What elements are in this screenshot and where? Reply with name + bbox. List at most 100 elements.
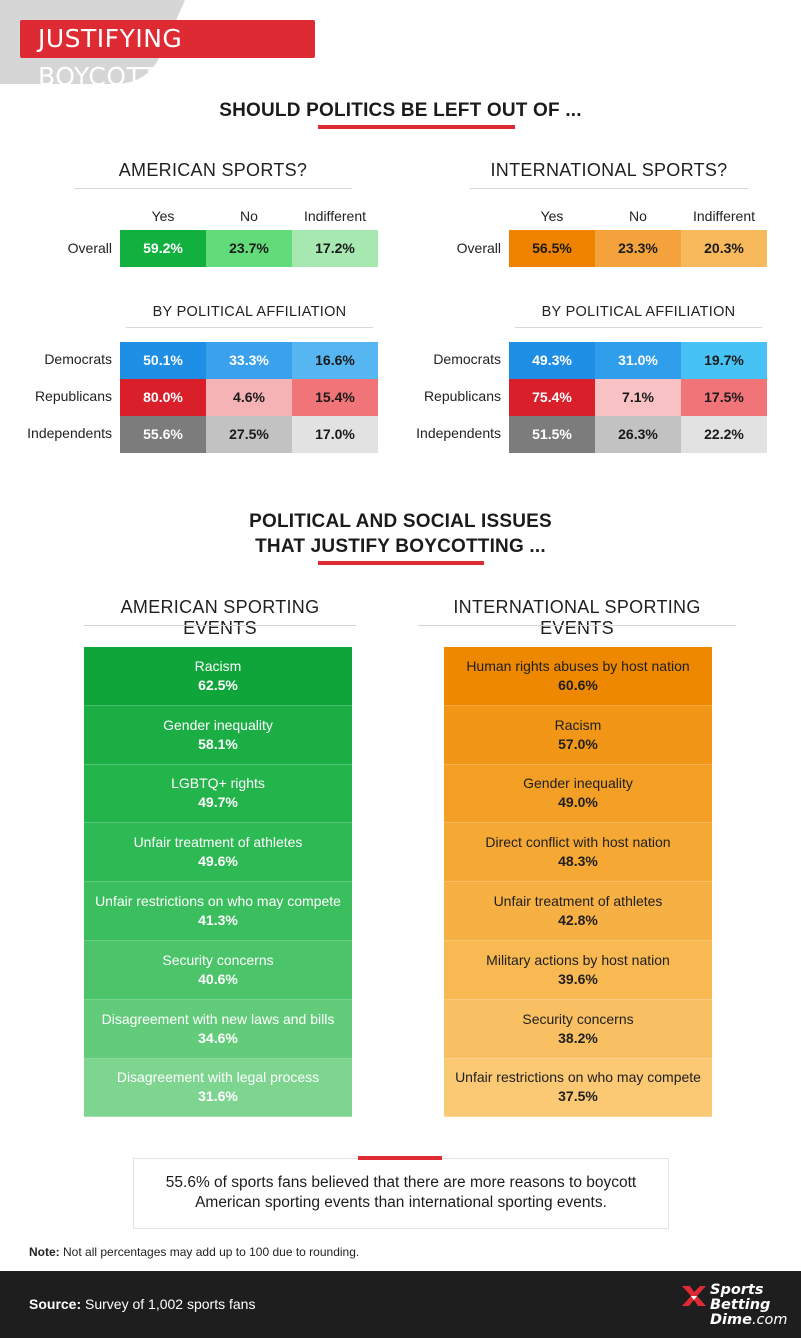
intl-rep-no: 7.1% bbox=[595, 379, 681, 416]
list-item: Direct conflict with host nation 48.3% bbox=[444, 823, 712, 883]
issue-percent: 40.6% bbox=[198, 970, 238, 987]
am-overall-no: 23.7% bbox=[206, 230, 292, 267]
issue-label: Military actions by host nation bbox=[486, 951, 670, 968]
intl-dem-yes: 49.3% bbox=[509, 342, 595, 379]
list-item: Unfair treatment of athletes 49.6% bbox=[84, 823, 352, 883]
issue-percent: 49.6% bbox=[198, 853, 238, 870]
issue-percent: 49.0% bbox=[558, 794, 598, 811]
am-dem-no: 33.3% bbox=[206, 342, 292, 379]
issue-percent: 57.0% bbox=[558, 735, 598, 752]
issue-label: Gender inequality bbox=[523, 775, 633, 792]
callout-line2: American sporting events than internatio… bbox=[195, 1194, 607, 1211]
divider bbox=[126, 327, 373, 328]
issue-percent: 39.6% bbox=[558, 970, 598, 987]
issue-label: Unfair treatment of athletes bbox=[133, 834, 303, 851]
column-header-yes: Yes bbox=[540, 208, 564, 224]
issue-percent: 31.6% bbox=[198, 1088, 238, 1105]
american-issues-list: Racism 62.5% Gender inequality 58.1% LGBTQ+ … bbox=[84, 647, 352, 1118]
column-header-yes: Yes bbox=[151, 208, 175, 224]
american-events-title: AMERICAN SPORTING EVENTS bbox=[120, 597, 320, 638]
list-item: Security concerns 40.6% bbox=[84, 940, 352, 1000]
issue-percent: 42.8% bbox=[558, 912, 598, 929]
issue-percent: 49.7% bbox=[198, 794, 238, 811]
key-finding-callout: 55.6% of sports fans believed that there… bbox=[133, 1158, 669, 1229]
am-ind-no: 27.5% bbox=[206, 416, 292, 453]
issue-label: Disagreement with legal process bbox=[116, 1069, 320, 1086]
list-item: Racism 62.5% bbox=[84, 647, 352, 706]
intl-affiliation-title: BY POLITICAL AFFILIATION bbox=[541, 304, 736, 320]
footnote: Note: Not all percentages may add up to … bbox=[29, 1245, 360, 1259]
section-underline bbox=[318, 125, 515, 129]
issue-label: Human rights abuses by host nation bbox=[466, 657, 690, 674]
page-title: JUSTIFYING BOYCOTTS bbox=[20, 20, 315, 91]
am-rep-yes: 80.0% bbox=[120, 379, 206, 416]
divider bbox=[84, 625, 356, 626]
list-item: LGBTQ+ rights 49.7% bbox=[84, 764, 352, 824]
column-header-no: No bbox=[240, 208, 258, 224]
issue-label: Unfair restrictions on who may compete bbox=[95, 893, 341, 910]
intl-rep-indifferent: 17.5% bbox=[681, 379, 767, 416]
row-label-independents: Independents bbox=[27, 425, 112, 441]
intl-dem-no: 31.0% bbox=[595, 342, 681, 379]
issue-label: Racism bbox=[554, 716, 602, 733]
intl-ind-no: 26.3% bbox=[595, 416, 681, 453]
am-affiliation-title: BY POLITICAL AFFILIATION bbox=[152, 304, 347, 320]
column-header-indifferent: Indifferent bbox=[303, 208, 366, 224]
intl-dem-indifferent: 19.7% bbox=[681, 342, 767, 379]
list-item: Military actions by host nation 39.6% bbox=[444, 940, 712, 1000]
list-item: Disagreement with legal process 31.6% bbox=[84, 1058, 352, 1118]
divider bbox=[418, 625, 736, 626]
issue-label: Unfair treatment of athletes bbox=[493, 893, 663, 910]
list-item: Unfair restrictions on who may compete 37… bbox=[444, 1058, 712, 1118]
list-item: Unfair treatment of athletes 42.8% bbox=[444, 882, 712, 941]
intl-rep-yes: 75.4% bbox=[509, 379, 595, 416]
divider bbox=[74, 188, 352, 189]
issue-percent: 41.3% bbox=[198, 912, 238, 929]
issue-percent: 34.6% bbox=[198, 1029, 238, 1046]
intl-ind-indifferent: 22.2% bbox=[681, 416, 767, 453]
issue-percent: 48.3% bbox=[558, 853, 598, 870]
intl-overall-indifferent: 20.3% bbox=[681, 230, 767, 267]
list-item: Disagreement with new laws and bills 34.6… bbox=[84, 999, 352, 1059]
callout-accent-line bbox=[358, 1156, 442, 1160]
divider bbox=[515, 327, 762, 328]
issue-label: Unfair restrictions on who may compete bbox=[455, 1069, 701, 1086]
column-header-no: No bbox=[629, 208, 647, 224]
source-text: Source: Survey of 1,002 sports fans bbox=[29, 1296, 256, 1312]
callout-line1: 55.6% of sports fans believed that there… bbox=[165, 1174, 637, 1191]
american-sports-title: AMERICAN SPORTS? bbox=[118, 160, 308, 180]
issue-label: Security concerns bbox=[162, 951, 274, 968]
row-label-republicans: Republicans bbox=[34, 388, 112, 404]
issue-percent: 38.2% bbox=[558, 1029, 598, 1046]
am-rep-indifferent: 15.4% bbox=[292, 379, 378, 416]
list-item: Security concerns 38.2% bbox=[444, 999, 712, 1059]
issue-label: Racism bbox=[194, 657, 242, 674]
list-item: Human rights abuses by host nation 60.6% bbox=[444, 647, 712, 706]
am-dem-yes: 50.1% bbox=[120, 342, 206, 379]
list-item: Unfair restrictions on who may compete 41… bbox=[84, 882, 352, 941]
issue-percent: 60.6% bbox=[558, 676, 598, 693]
row-label-overall: Overall bbox=[67, 240, 112, 256]
issues-section-title-line2: THAT JUSTIFY BOYCOTTING ... bbox=[255, 536, 546, 557]
footer: Source: Survey of 1,002 sports fans Spor… bbox=[0, 1271, 801, 1338]
issue-label: LGBTQ+ rights bbox=[171, 775, 265, 792]
issue-label: Security concerns bbox=[522, 1010, 634, 1027]
issues-section-title-line1: POLITICAL AND SOCIAL ISSUES bbox=[249, 511, 552, 532]
am-overall-yes: 59.2% bbox=[120, 230, 206, 267]
issue-label: Gender inequality bbox=[163, 716, 273, 733]
section-underline bbox=[318, 561, 484, 565]
intl-overall-no: 23.3% bbox=[595, 230, 681, 267]
list-item: Racism 57.0% bbox=[444, 705, 712, 765]
am-overall-indifferent: 17.2% bbox=[292, 230, 378, 267]
issue-percent: 58.1% bbox=[198, 735, 238, 752]
row-label-democrats: Democrats bbox=[433, 351, 501, 367]
am-ind-yes: 55.6% bbox=[120, 416, 206, 453]
list-item: Gender inequality 49.0% bbox=[444, 764, 712, 824]
politics-section-title: SHOULD POLITICS BE LEFT OUT OF ... bbox=[219, 100, 582, 121]
row-label-overall: Overall bbox=[456, 240, 501, 256]
am-dem-indifferent: 16.6% bbox=[292, 342, 378, 379]
list-item: Gender inequality 58.1% bbox=[84, 705, 352, 765]
intl-overall-yes: 56.5% bbox=[509, 230, 595, 267]
international-sports-title: INTERNATIONAL SPORTS? bbox=[490, 160, 728, 180]
issue-percent: 62.5% bbox=[198, 676, 238, 693]
